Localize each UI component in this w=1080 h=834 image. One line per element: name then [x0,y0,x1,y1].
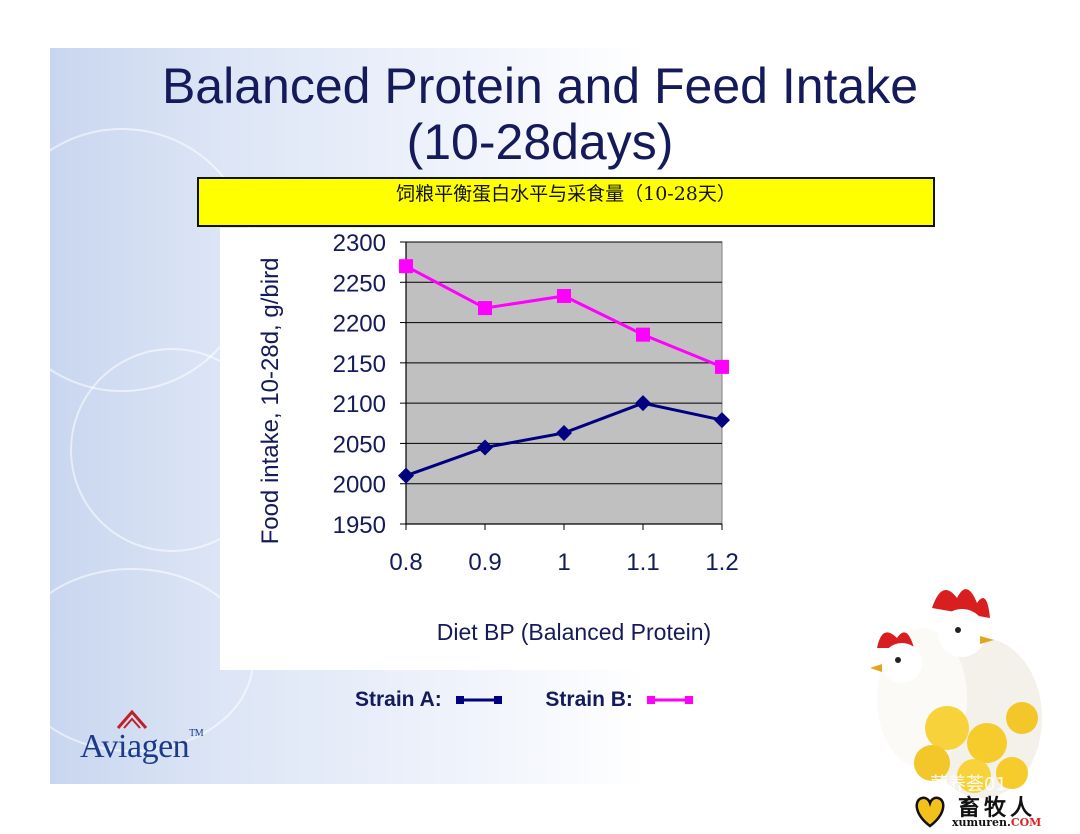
legend-label-strain-b: Strain B: [545,688,633,711]
y-tick-label: 2100 [333,391,386,418]
x-tick-label: 0.9 [468,549,501,576]
x-tick-label: 1 [557,549,570,576]
site-logo-domain: xumuren. [952,816,1011,829]
y-tick-label: 2300 [333,230,386,257]
aviagen-wordmark: Aviagen [80,728,190,765]
trademark: TM [189,728,204,739]
data-point-strain-b [636,327,650,342]
y-tick-label: 2250 [333,270,386,297]
legend-label-strain-a: Strain A: [355,688,442,711]
site-logo-chinese: 畜牧人 [958,795,1037,821]
y-tick-label: 2200 [333,311,386,338]
data-point-strain-a [635,395,651,412]
data-point-strain-b [557,288,571,303]
title-line-1: Balanced Protein and Feed Intake [161,58,919,114]
data-point-strain-b [478,301,492,316]
site-logo-tld: COM [1010,816,1042,829]
data-point-strain-b [399,259,413,274]
chinese-subtitle-banner: 饲粮平衡蛋白水平与采食量（10-28天） [197,177,935,227]
line-chart: 1950 2000 2050 2100 2150 2200 2250 2300 0.8 0.9 1 1… [257,230,739,645]
aviagen-logo: AviagenTM [80,708,230,772]
x-tick-label: 1.2 [705,549,738,576]
data-point-strain-a [714,412,730,429]
wechat-icon [900,772,925,792]
legend-swatch-strain-a [455,696,502,705]
slide-title: Balanced Protein and Feed Intake (10-28d… [60,58,1020,170]
x-tick-label: 0.8 [389,549,422,576]
data-point-strain-a [477,439,493,456]
legend-item-strain-b: Strain B: [545,688,696,712]
title-line-2: (10-28days) [406,114,674,170]
y-tick-label: 2150 [333,351,386,378]
legend-swatch-strain-b [646,696,693,705]
y-axis-label: Food intake, 10-28d, g/bird [257,258,284,545]
y-tick-label: 2000 [333,472,386,499]
aviagen-logo-text: AviagenTM [80,728,204,766]
watermark-text: 营养荟01 [930,774,1007,795]
site-logo-english: xumuren.COM [952,816,1041,829]
aviagen-logo-mark-icon [116,709,148,729]
xumuren-logo: 畜牧人 xumuren.COM [910,790,1060,832]
legend: Strain A: Strain B: [355,688,731,712]
chickens-illustration-icon [870,589,1042,798]
y-tick-label: 1950 [333,512,386,539]
legend-item-strain-a: Strain A: [355,688,506,712]
x-axis-label: Diet BP (Balanced Protein) [437,619,711,645]
heart-logo-icon [915,796,945,828]
x-tick-label: 1.1 [626,549,659,576]
data-point-strain-a [556,424,572,441]
plot-area [405,241,723,525]
data-point-strain-a [398,467,414,484]
data-point-strain-b [715,359,729,374]
y-tick-label: 2050 [333,431,386,458]
